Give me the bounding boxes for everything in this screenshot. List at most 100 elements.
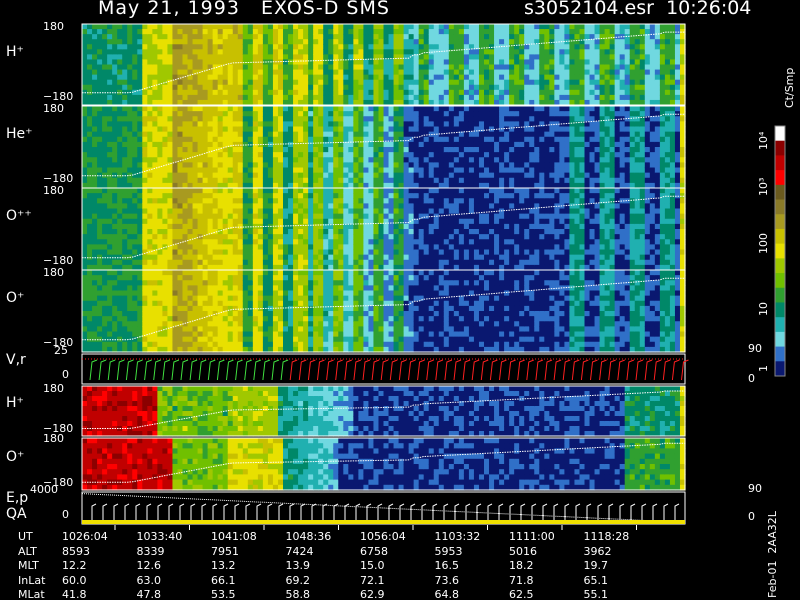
heatmap-cell [373,157,380,163]
heatmap-cell [393,213,400,220]
heatmap-cell [408,157,415,163]
heatmap-cell [664,177,671,184]
heatmap-cell [363,99,370,106]
heatmap-cell [207,131,214,138]
heatmap-cell [579,74,586,81]
heatmap-cell [97,244,103,251]
heatmap-cell [629,29,636,35]
heatmap-cell [499,106,505,112]
heatmap-cell [112,59,118,66]
heatmap-cell [468,121,475,128]
heatmap-cell [639,126,646,133]
heatmap-cell [649,121,656,128]
heatmap-cell [162,106,169,112]
heatmap-cell [288,157,294,163]
heatmap-cell [177,167,184,174]
heatmap-cell [403,264,410,271]
heatmap-cell [187,152,194,158]
heatmap-cell [102,167,108,174]
heatmap-cell [237,177,244,184]
heatmap-cell [514,49,520,55]
heatmap-cell [132,244,138,251]
heatmap-cell [237,131,244,138]
heatmap-cell [594,64,601,71]
heatmap-cell [217,182,224,189]
heatmap-cell [182,198,189,204]
heatmap-cell [242,167,249,174]
heatmap-cell [509,24,515,30]
heatmap-cell [413,198,420,204]
heatmap-cell [147,244,153,251]
heatmap-cell [343,234,349,240]
heatmap-cell [192,89,199,96]
heatmap-cell [167,152,174,158]
heatmap-cell [649,64,656,71]
heatmap-cell [127,208,133,215]
heatmap-cell [408,229,415,235]
heatmap-cell [584,79,591,86]
heatmap-cell [559,111,566,117]
heatmap-cell [313,59,319,66]
heatmap-cell [277,172,284,179]
heatmap-cell [132,254,138,261]
heatmap-cell [298,244,304,251]
heatmap-cell [132,177,138,184]
heatmap-cell [107,34,113,40]
heatmap-cell [524,157,530,163]
heatmap-cell [142,234,148,240]
heatmap-cell [569,34,576,40]
heatmap-cell [157,69,164,76]
heatmap-cell [137,213,143,220]
heatmap-cell [82,218,88,225]
heatmap-cell [664,29,671,35]
heatmap-cell [438,136,445,143]
heatmap-cell [262,131,269,138]
heatmap-cell [443,79,450,86]
heatmap-cell [604,74,611,81]
heatmap-cell [539,136,545,143]
heatmap-cell [639,69,646,76]
heatmap-cell [408,141,415,148]
heatmap-cell [639,24,646,30]
heatmap-cell [468,106,475,112]
heatmap-cell [212,198,219,204]
heatmap-cell [524,99,530,106]
heatmap-cell [92,264,98,271]
heatmap-cell [197,172,204,179]
heatmap-cell [604,44,611,50]
heatmap-cell [232,244,239,251]
heatmap-cell [197,198,204,204]
heatmap-cell [484,74,490,81]
heatmap-cell [333,208,339,215]
heatmap-cell [222,74,229,81]
heatmap-cell [594,49,601,55]
heatmap-cell [433,147,440,153]
heatmap-cell [584,182,591,189]
heatmap-cell [499,64,505,71]
heatmap-cell [408,239,415,245]
heatmap-cell [348,44,354,50]
heatmap-cell [539,79,545,86]
heatmap-cell [147,193,153,199]
heatmap-cell [142,121,148,128]
heatmap-cell [217,44,224,50]
heatmap-cell [473,172,480,179]
heatmap-cell [272,99,279,106]
heatmap-cell [308,79,314,86]
heatmap-cell [167,172,174,179]
heatmap-cell [182,126,189,133]
heatmap-cell [182,234,189,240]
heatmap-cell [303,99,309,106]
heatmap-cell [197,157,204,163]
heatmap-cell [559,131,566,138]
heatmap-cell [413,234,420,240]
heatmap-cell [458,157,465,163]
heatmap-cell [272,147,279,153]
heatmap-cell [378,188,385,194]
heatmap-cell [212,157,219,163]
heatmap-cell [232,152,239,158]
heatmap-cell [614,89,621,96]
heatmap-cell [162,111,169,117]
heatmap-cell [403,203,410,210]
heatmap-cell [147,259,153,266]
